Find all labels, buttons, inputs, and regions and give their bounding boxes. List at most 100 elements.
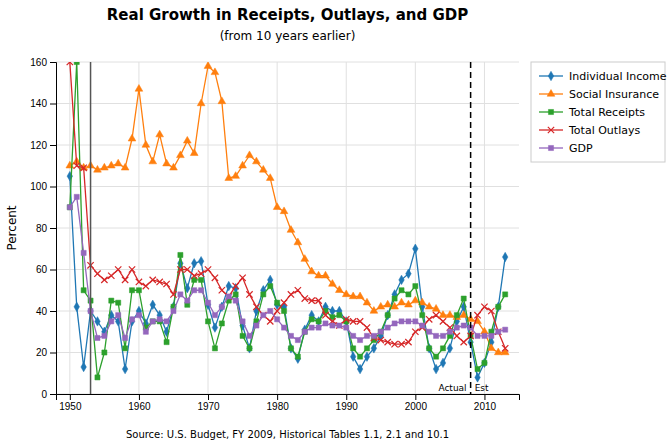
series-marker	[122, 277, 128, 283]
series-marker	[123, 335, 128, 340]
series-marker	[212, 313, 217, 318]
x-tick-label: 2010	[474, 401, 497, 412]
series-marker	[74, 163, 80, 169]
grid-line-x	[208, 62, 209, 394]
series-marker	[191, 273, 197, 279]
series-marker	[433, 364, 438, 373]
source: Source: U.S. Budget, FY 2009, Historical…	[126, 429, 449, 440]
series-marker	[391, 341, 397, 347]
y-tick: 160	[30, 57, 56, 68]
series-marker	[219, 304, 224, 309]
series-marker	[399, 319, 404, 324]
series-marker	[275, 317, 280, 322]
series-marker	[370, 307, 378, 314]
series-marker	[178, 292, 183, 297]
series-marker	[199, 288, 204, 293]
series-marker	[266, 174, 274, 181]
series-marker	[330, 306, 335, 315]
subtitle: (from 10 years earlier)	[220, 29, 356, 43]
series-marker	[281, 325, 286, 330]
series-marker	[399, 275, 404, 284]
x-tick-label: 1990	[336, 401, 359, 412]
x-tick-label: 1970	[197, 401, 220, 412]
x-tick-mark	[70, 394, 71, 400]
series-marker	[301, 255, 309, 262]
series-marker	[177, 266, 183, 272]
series-marker	[440, 333, 445, 338]
series-marker	[268, 284, 273, 289]
series-marker	[336, 322, 342, 328]
series-marker	[177, 151, 185, 158]
title: Real Growth in Receipts, Outlays, and GD…	[107, 6, 468, 24]
series-marker	[157, 317, 162, 322]
series-marker	[121, 163, 129, 170]
series-marker	[322, 271, 330, 278]
series-marker	[398, 298, 406, 305]
series-marker	[128, 134, 136, 141]
series-marker	[116, 313, 121, 318]
y-tick: 100	[30, 181, 56, 192]
series-marker	[114, 159, 122, 166]
series	[67, 194, 507, 342]
series-marker	[384, 300, 392, 307]
series-marker	[378, 329, 383, 334]
series-marker	[233, 292, 238, 297]
series-marker	[315, 271, 323, 278]
x-tick: 2010	[474, 394, 497, 412]
grid-line-x	[69, 62, 70, 394]
legend-swatch-marker	[548, 145, 553, 150]
legend-label: Social Insurance	[569, 88, 659, 101]
grid-line-y	[56, 186, 519, 187]
series-marker	[94, 165, 102, 172]
series-marker	[337, 323, 342, 328]
y-tick: 20	[36, 347, 56, 358]
x-tick-mark	[139, 394, 140, 400]
series-marker	[302, 325, 307, 334]
grid	[56, 62, 519, 394]
grid-line-y	[56, 145, 519, 146]
series-marker	[364, 352, 369, 361]
series-marker	[377, 302, 385, 309]
series-marker	[170, 163, 178, 170]
series-marker	[413, 244, 418, 253]
series-marker	[502, 252, 507, 261]
series-marker	[163, 159, 171, 166]
series-marker	[475, 367, 480, 372]
x-tick: 1990	[336, 394, 359, 412]
series-marker	[371, 333, 376, 338]
series-marker	[150, 319, 155, 324]
legend-item: GDP	[539, 142, 593, 155]
y-tick-label: 140	[30, 98, 47, 109]
series-marker	[351, 346, 356, 351]
series-marker	[226, 294, 231, 299]
series-marker	[115, 266, 121, 272]
series-marker	[494, 348, 502, 355]
y-axis: 020406080100120140160	[30, 57, 56, 400]
series-marker	[461, 323, 466, 328]
series-marker	[454, 325, 459, 330]
series-marker	[356, 292, 364, 299]
series-marker	[495, 329, 501, 335]
series-marker	[80, 165, 86, 171]
y-tick: 140	[30, 98, 56, 109]
series	[67, 171, 508, 382]
series-marker	[136, 279, 142, 285]
legend-swatch-marker	[547, 90, 555, 97]
series-marker	[74, 302, 79, 311]
series-marker	[302, 329, 307, 334]
series-marker	[268, 308, 273, 313]
series-marker	[129, 288, 134, 293]
series-marker	[164, 340, 169, 345]
series-marker	[461, 296, 466, 301]
series-marker	[240, 333, 245, 338]
series-marker	[74, 62, 79, 65]
x-tick-label: 1980	[267, 401, 290, 412]
series-marker	[481, 304, 487, 310]
series	[67, 62, 509, 352]
series-marker	[232, 283, 238, 289]
series-marker	[102, 333, 107, 338]
series-marker	[239, 161, 247, 168]
series-marker	[190, 149, 198, 156]
series-marker	[392, 321, 397, 326]
series-marker	[482, 360, 487, 365]
